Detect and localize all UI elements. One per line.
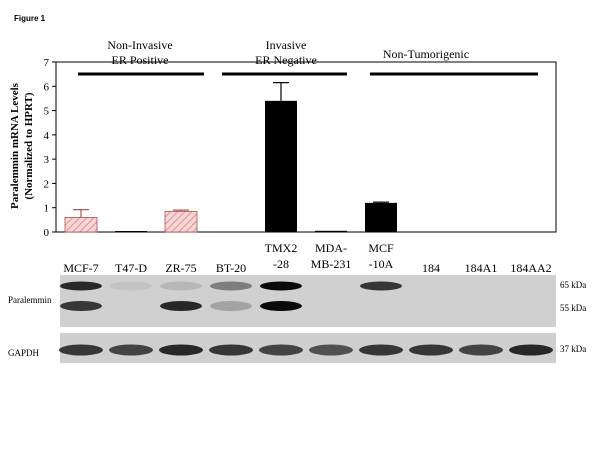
- plot-frame: [55, 61, 557, 233]
- lane-label: MB-231: [311, 257, 352, 271]
- lane-label: 184A1: [465, 261, 498, 275]
- blot-band: [260, 301, 302, 311]
- group-headers: Non-Invasive ER Positive Invasive ER Neg…: [78, 38, 538, 76]
- bar-tmx2-28: [265, 100, 297, 232]
- y-tick-label: 5: [44, 106, 50, 118]
- blot-band: [210, 281, 252, 291]
- lane-label: 184AA2: [510, 261, 551, 275]
- y-axis: 0 1 2 3 4 5 6 7: [44, 57, 56, 239]
- blot-band: [259, 344, 303, 356]
- group-label: ER Positive: [111, 53, 168, 67]
- blot-band: [159, 344, 203, 356]
- bar-mcf-7: [64, 217, 98, 233]
- blot-band: [309, 344, 353, 356]
- y-tick-label: 3: [44, 154, 50, 166]
- blot-band: [459, 344, 503, 356]
- lane-label: ZR-75: [165, 261, 196, 275]
- blot-band: [60, 301, 102, 311]
- blot-band: [260, 281, 302, 291]
- y-tick-label: 0: [44, 227, 50, 239]
- bar-mcf-10a: [365, 202, 397, 232]
- blot-band: [110, 281, 152, 291]
- paralemmin-bands: [60, 281, 402, 311]
- y-tick-label: 6: [44, 81, 50, 93]
- lane-label: BT-20: [216, 261, 246, 275]
- y-axis-label: Paralemmin mRNA Levels: [9, 82, 21, 209]
- marker-label: 65 kDa: [560, 280, 586, 290]
- blot-label: GAPDH: [8, 348, 40, 358]
- lane-label: TMX2: [265, 241, 298, 255]
- y-tick-label: 1: [44, 203, 50, 215]
- blot-band: [360, 281, 402, 291]
- bar-t47-d: [115, 231, 147, 232]
- y-axis-label: (Normalized to HPRT): [23, 92, 35, 199]
- marker-label: 55 kDa: [560, 303, 586, 313]
- blot-band: [60, 281, 102, 291]
- lane-label: T47-D: [115, 261, 147, 275]
- figure-label: Figure 1: [14, 14, 46, 23]
- group-label: Non-Tumorigenic: [383, 47, 469, 61]
- lane-labels: MCF-7 T47-D ZR-75 BT-20 TMX2 -28 MDA- MB-231 MCF…: [63, 241, 551, 275]
- marker-label: 37 kDa: [560, 344, 586, 354]
- lane-label: 184: [422, 261, 440, 275]
- error-bars: [73, 82, 389, 218]
- blot-band: [409, 344, 453, 356]
- lane-label: -10A: [369, 257, 394, 271]
- group-label: Non-Invasive: [107, 38, 172, 52]
- paralemmin-blot: [60, 275, 556, 327]
- blot-band: [509, 344, 553, 356]
- bar-mda-mb-231: [315, 230, 347, 232]
- lane-label: -28: [273, 257, 289, 271]
- gapdh-bands: [59, 344, 553, 356]
- blot-band: [209, 344, 253, 356]
- group-label: Invasive: [266, 38, 307, 52]
- lane-label: MCF-7: [63, 261, 98, 275]
- lane-label: MCF: [368, 241, 394, 255]
- y-tick-label: 4: [44, 130, 50, 142]
- blot-band: [210, 301, 252, 311]
- blot-band: [160, 301, 202, 311]
- blot-band: [59, 344, 103, 356]
- y-tick-label: 2: [44, 178, 50, 190]
- bar-series: [64, 100, 397, 233]
- blot-band: [359, 344, 403, 356]
- blot-band: [160, 281, 202, 291]
- y-tick-label: 7: [44, 57, 50, 69]
- blot-band: [109, 344, 153, 356]
- lane-label: MDA-: [315, 241, 347, 255]
- blot-label: Paralemmin: [8, 295, 52, 305]
- group-label: ER Negative: [255, 53, 317, 67]
- bar-zr-75: [164, 210, 198, 233]
